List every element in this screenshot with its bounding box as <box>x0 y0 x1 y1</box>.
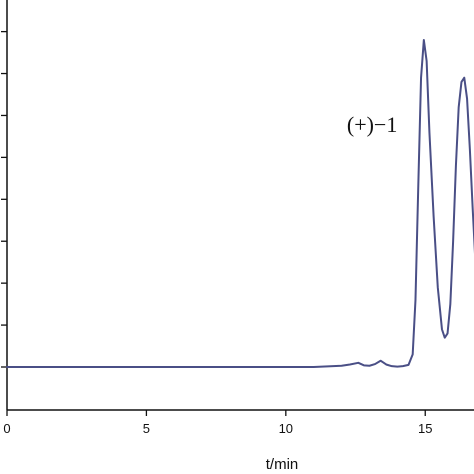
series-line <box>6 39 474 368</box>
annotations-group: (+)−1 <box>347 112 397 137</box>
x-axis-label: t/min <box>266 456 299 473</box>
x-tick-label: 15 <box>418 421 432 436</box>
y-ticks <box>1 30 7 368</box>
series-group <box>6 39 474 368</box>
x-ticks: 0 5 10 15 <box>3 410 432 436</box>
x-tick-label: 0 <box>3 421 10 436</box>
x-tick-label: 5 <box>143 421 150 436</box>
peak-annotation: (+)−1 <box>347 112 397 137</box>
x-tick-label: 10 <box>279 421 293 436</box>
